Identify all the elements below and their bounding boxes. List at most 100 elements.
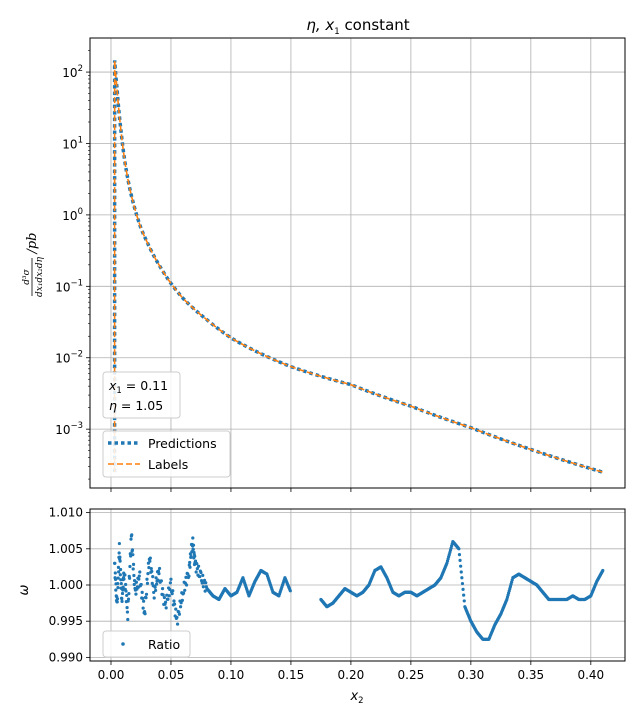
ratio-point	[457, 553, 462, 557]
ratio-point	[114, 588, 118, 592]
ratio-point	[462, 599, 466, 603]
ratio-point	[118, 559, 122, 563]
ratio-point	[183, 588, 187, 592]
bottom-x-tick-label: 0.30	[457, 668, 484, 682]
ratio-point	[189, 554, 193, 559]
top-y-tick-label: 10−1	[55, 278, 83, 294]
ratio-point	[156, 578, 160, 582]
bottom-plot-frame	[89, 508, 626, 662]
ratio-point	[139, 582, 143, 587]
ratio-point	[131, 567, 135, 571]
ratio-point	[124, 582, 128, 587]
ratio-point	[193, 559, 198, 563]
top-plot-frame	[89, 37, 626, 489]
ratio-point	[175, 622, 180, 626]
ratio-point	[116, 576, 120, 580]
ratio-point	[194, 570, 198, 574]
ratio-point	[174, 607, 178, 611]
ratio-point	[152, 590, 156, 595]
ratio-point	[175, 615, 179, 620]
ratio-point	[141, 596, 145, 600]
ratio-point	[113, 571, 117, 575]
bottom-x-tick-label: 0.05	[158, 668, 185, 682]
ratio-point	[131, 562, 136, 566]
bottom-x-tick-label: 0.20	[338, 668, 365, 682]
ratio-point	[203, 589, 207, 593]
ratio-point	[459, 564, 463, 568]
ratio-point	[202, 578, 207, 582]
bottom-y-tick-label: 1.005	[49, 542, 83, 556]
ratio-point	[188, 565, 192, 569]
ratio-point	[169, 577, 173, 581]
ratio-point	[131, 553, 135, 557]
ratio-point	[117, 551, 121, 555]
ratio-point	[168, 581, 172, 585]
ratio-point	[181, 591, 186, 595]
ratio-point	[154, 576, 158, 580]
ratio-point	[170, 592, 174, 596]
annotation-x1: x1 = 0.11	[108, 378, 168, 396]
ratio-point	[127, 592, 131, 596]
ratio-point	[132, 582, 136, 587]
ratio-point	[129, 537, 133, 541]
ratio-point	[127, 576, 132, 580]
top-panel: η, x1 constant 10−3 10−2 10−1 100 101 102 d³σ…	[22, 16, 626, 492]
ratio-point	[162, 595, 166, 600]
ratio-point	[201, 573, 205, 577]
ratio-point	[146, 572, 150, 576]
ratio-point	[113, 577, 118, 581]
ratio-point	[171, 589, 175, 593]
bottom-x-tick-label: 0.40	[577, 668, 604, 682]
ratio-point	[124, 589, 128, 593]
top-title: η, x1 constant	[306, 16, 409, 37]
ratio-point	[125, 605, 129, 610]
ratio-point	[457, 547, 461, 551]
ratio-point	[115, 597, 120, 601]
ratio-point	[126, 617, 130, 622]
ratio-point	[458, 558, 462, 562]
top-y-ticks: 10−3 10−2 10−1 100 101 102	[55, 50, 90, 480]
ratio-point	[119, 581, 123, 586]
ratio-point	[130, 533, 134, 537]
ratio-point	[188, 560, 192, 565]
ratio-point	[115, 600, 119, 604]
ratio-point	[113, 561, 117, 565]
ratio-point	[120, 597, 124, 601]
ratio-point	[462, 593, 466, 597]
series-labels-line	[113, 60, 604, 473]
ratio-point	[172, 602, 177, 606]
top-y-tick-label: 100	[62, 207, 83, 223]
ratio-point	[156, 569, 161, 573]
bottom-y-tick-label: 1.000	[49, 578, 83, 592]
ratio-point	[148, 556, 152, 560]
ratio-point	[145, 577, 149, 581]
bottom-x-tick-label: 0.15	[278, 668, 305, 682]
bottom-ratio-points	[112, 533, 605, 641]
ratio-point	[191, 543, 196, 547]
ratio-point	[152, 596, 156, 600]
legend-ratio-label: Ratio	[148, 637, 180, 652]
bottom-x-tick-label: 0.25	[398, 668, 425, 682]
ratio-point	[143, 612, 147, 616]
bottom-x-tick-label: 0.00	[98, 668, 125, 682]
ratio-point	[184, 575, 188, 579]
ratio-point	[125, 593, 129, 598]
ratio-point	[126, 597, 131, 601]
top-y-axis-label: d³σ dx₁dx₂dη /pb	[22, 232, 45, 297]
ratio-point	[116, 586, 120, 590]
bottom-y-tick-label: 0.990	[49, 650, 83, 664]
ratio-point	[148, 559, 152, 563]
ratio-point	[184, 583, 189, 587]
top-grid	[90, 38, 625, 488]
ratio-point	[198, 574, 202, 579]
ratio-point	[157, 566, 162, 571]
top-y-tick-label: 102	[62, 64, 83, 80]
ratio-point	[187, 574, 191, 578]
bottom-legend: Ratio	[102, 630, 191, 658]
ratio-point	[142, 599, 146, 603]
annotation-frame	[102, 371, 181, 419]
ratio-point	[163, 600, 168, 604]
ratio-point	[138, 570, 142, 574]
